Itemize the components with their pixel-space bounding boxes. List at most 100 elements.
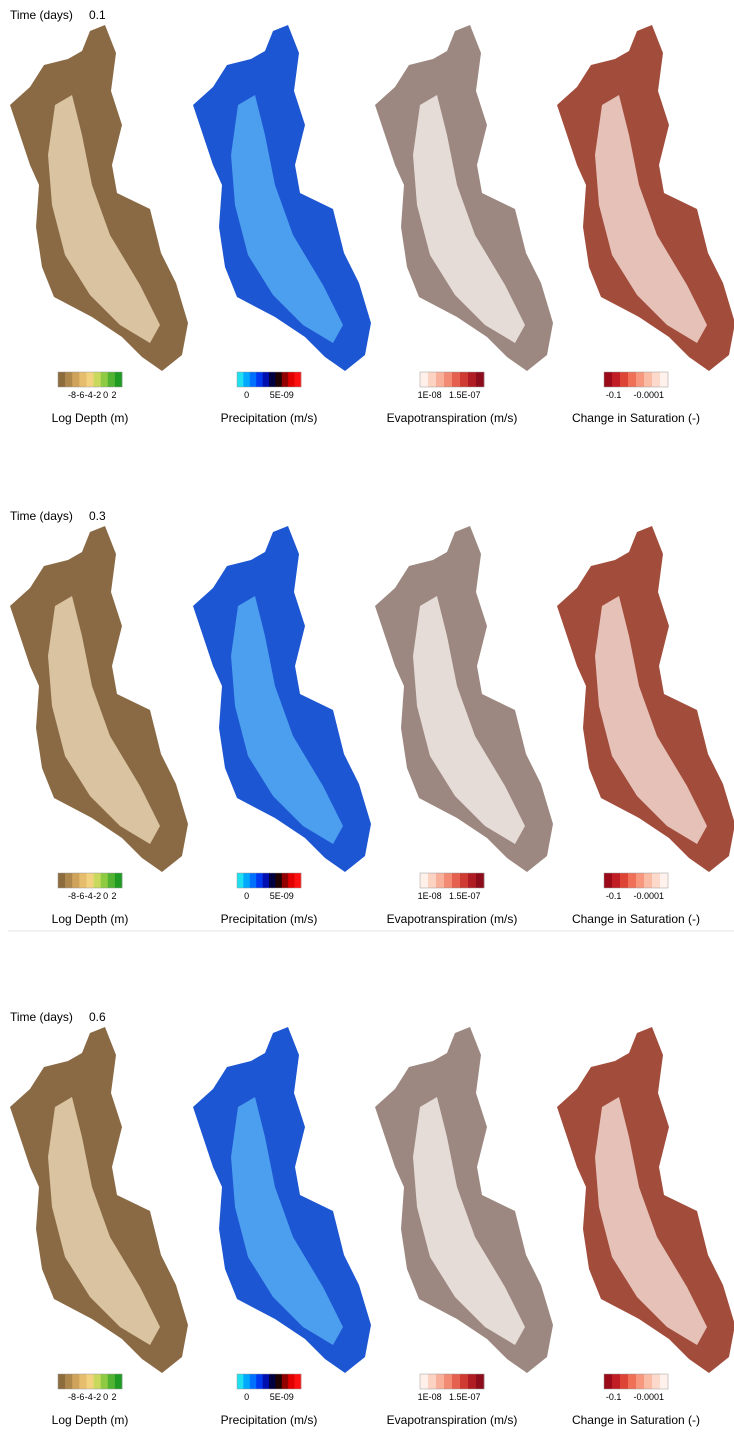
- colorbar-swatch: [660, 372, 668, 387]
- colorbar-swatch: [612, 1374, 620, 1389]
- map-region: [10, 25, 188, 371]
- colorbar-swatch: [428, 873, 436, 888]
- colorbar-swatch: [115, 1374, 122, 1389]
- colorbar-swatch: [436, 372, 444, 387]
- colorbar-swatch: [636, 873, 644, 888]
- colorbar-tick-label: -6: [76, 891, 84, 901]
- colorbar-swatch: [269, 873, 276, 888]
- colorbar-swatch: [94, 1374, 101, 1389]
- colorbar-title: Change in Saturation (-): [572, 1413, 700, 1427]
- colorbar-swatch: [460, 372, 468, 387]
- colorbar-swatch: [58, 372, 65, 387]
- colorbar-tick-label: 1.5E-07: [449, 1392, 481, 1402]
- colorbar-swatch: [237, 372, 244, 387]
- colorbar-swatch: [460, 1374, 468, 1389]
- colorbar-title: Log Depth (m): [52, 912, 129, 926]
- colorbar-swatch: [275, 372, 282, 387]
- colorbar-tick-label: 1.5E-07: [449, 891, 481, 901]
- colorbar-title: Log Depth (m): [52, 411, 129, 425]
- colorbar-swatch: [282, 1374, 289, 1389]
- colorbar-swatch: [468, 1374, 476, 1389]
- colorbar-swatch: [58, 1374, 65, 1389]
- colorbar-title: Change in Saturation (-): [572, 411, 700, 425]
- colorbar-swatch: [101, 372, 108, 387]
- colorbar-tick-label: -0.0001: [634, 390, 665, 400]
- colorbar-swatch: [652, 372, 660, 387]
- map-panel: [557, 526, 734, 872]
- colorbar-swatch: [620, 873, 628, 888]
- colorbar-tick-label: -0.0001: [634, 1392, 665, 1402]
- time-value: 0.3: [89, 509, 106, 523]
- figure-canvas: Time (days)0.1-8-6-4-202Log Depth (m)05E…: [0, 0, 734, 1440]
- colorbar-swatch: [94, 873, 101, 888]
- map-region: [375, 1027, 553, 1373]
- colorbar-swatch: [460, 873, 468, 888]
- colorbar-swatch: [468, 372, 476, 387]
- colorbar-title: Log Depth (m): [52, 1413, 129, 1427]
- map-region: [193, 526, 371, 872]
- colorbar-swatch: [636, 1374, 644, 1389]
- colorbar-swatch: [275, 873, 282, 888]
- colorbar-tick-label: -6: [76, 1392, 84, 1402]
- map-panel: [10, 526, 188, 872]
- colorbar-swatch: [288, 1374, 295, 1389]
- colorbar-tick-label: -4: [85, 1392, 93, 1402]
- colorbar-title: Precipitation (m/s): [221, 912, 318, 926]
- colorbar-swatch: [108, 372, 115, 387]
- map-panel: [193, 526, 371, 872]
- colorbar-swatch: [604, 372, 612, 387]
- colorbar-tick-label: 0: [244, 1392, 249, 1402]
- map-panel: [193, 25, 371, 371]
- map-region: [193, 1027, 371, 1373]
- map-region: [557, 526, 734, 872]
- colorbar-swatch: [101, 873, 108, 888]
- colorbar-title: Precipitation (m/s): [221, 411, 318, 425]
- colorbar-swatch: [652, 873, 660, 888]
- colorbar-tick-label: 1E-08: [418, 390, 442, 400]
- colorbar-swatch: [237, 873, 244, 888]
- colorbar-swatch: [444, 1374, 452, 1389]
- colorbar-swatch: [620, 1374, 628, 1389]
- colorbar-swatch: [644, 1374, 652, 1389]
- colorbar-swatch: [452, 372, 460, 387]
- time-label: Time (days): [10, 8, 73, 22]
- colorbar-tick-label: -2: [93, 390, 101, 400]
- colorbar-swatch: [243, 1374, 250, 1389]
- colorbar-swatch: [256, 873, 263, 888]
- colorbar-tick-label: 5E-09: [270, 1392, 294, 1402]
- colorbar-title: Evapotranspiration (m/s): [387, 912, 518, 926]
- colorbar-swatch: [476, 372, 484, 387]
- colorbar-swatch: [65, 873, 72, 888]
- map-panel: [557, 25, 734, 371]
- colorbar-swatch: [243, 873, 250, 888]
- colorbar-swatch: [428, 1374, 436, 1389]
- colorbar-swatch: [263, 372, 270, 387]
- colorbar-swatch: [237, 1374, 244, 1389]
- colorbar-swatch: [636, 372, 644, 387]
- colorbar-swatch: [604, 1374, 612, 1389]
- colorbar-tick-label: -0.1: [606, 390, 622, 400]
- colorbar-swatch: [250, 873, 257, 888]
- colorbar-swatch: [108, 1374, 115, 1389]
- colorbar-tick-label: 2: [111, 390, 116, 400]
- colorbar-swatch: [72, 873, 79, 888]
- colorbar-swatch: [452, 873, 460, 888]
- map-panel: [10, 25, 188, 371]
- map-panel: [375, 25, 553, 371]
- colorbar-tick-label: 2: [111, 891, 116, 901]
- colorbar-swatch: [628, 372, 636, 387]
- colorbar-tick-label: -6: [76, 390, 84, 400]
- map-panel: [10, 1027, 188, 1373]
- colorbar-swatch: [115, 873, 122, 888]
- time-label: Time (days): [10, 509, 73, 523]
- colorbar-swatch: [72, 372, 79, 387]
- colorbar-tick-label: 1.5E-07: [449, 390, 481, 400]
- colorbar-swatch: [269, 372, 276, 387]
- map-region: [375, 25, 553, 371]
- colorbar-swatch: [420, 873, 428, 888]
- colorbar-title: Change in Saturation (-): [572, 912, 700, 926]
- colorbar-swatch: [295, 873, 302, 888]
- colorbar-swatch: [652, 1374, 660, 1389]
- colorbar-swatch: [108, 873, 115, 888]
- colorbar-tick-label: -4: [85, 390, 93, 400]
